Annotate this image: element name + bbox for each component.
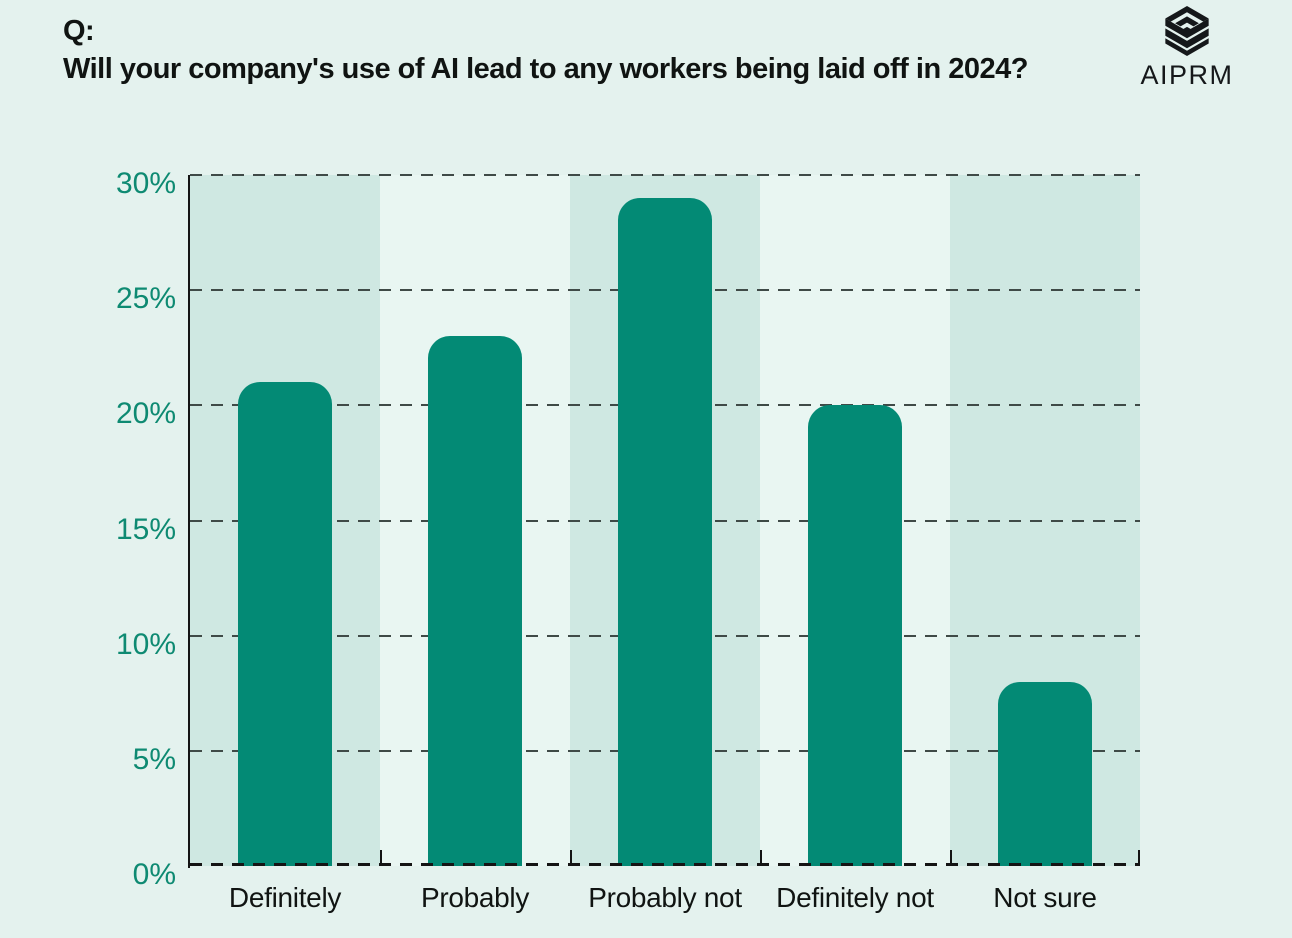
y-tick-label-5pct: 5% <box>132 742 176 776</box>
y-tick-label-10pct: 10% <box>115 627 176 661</box>
x-axis-boundary-tick-2 <box>570 850 572 866</box>
y-axis-line <box>188 175 190 868</box>
plot-area: 0% 5% 10% 15% 20% 25% 30% Definitely Probably Pro… <box>116 167 1140 913</box>
chart-title-block: Q: Will your company's use of AI lead to… <box>63 12 1028 88</box>
x-tick-label-definitely-not: Definitely not <box>776 882 934 913</box>
bar-probably <box>428 336 522 866</box>
y-tick-label-30pct: 30% <box>115 167 176 200</box>
x-axis-boundary-tick-5 <box>1138 850 1140 866</box>
x-axis-boundary-tick-1 <box>380 850 382 866</box>
brand-block: AIPRM <box>1112 6 1262 91</box>
x-axis-boundary-tick-4 <box>950 850 952 866</box>
y-tick-label-20pct: 20% <box>115 397 176 431</box>
aiprm-cube-logo-icon <box>1162 6 1212 56</box>
x-tick-label-probably-not: Probably not <box>588 882 742 913</box>
question-prefix: Q: <box>63 15 95 47</box>
x-tick-label-not-sure: Not sure <box>993 882 1097 913</box>
x-tick-label-definitely: Definitely <box>228 882 342 913</box>
y-tick-label-0pct: 0% <box>132 858 176 891</box>
bar-definitely <box>238 382 332 866</box>
question-title: Will your company's use of AI lead to an… <box>63 53 1028 85</box>
gridline-30pct <box>190 174 1140 176</box>
bar-not-sure <box>998 681 1092 866</box>
y-tick-label-25pct: 25% <box>115 282 176 316</box>
bar-probably-not <box>618 198 712 866</box>
x-axis-baseline <box>190 863 1140 866</box>
y-tick-label-15pct: 15% <box>115 512 176 546</box>
bar-definitely-not <box>808 405 902 866</box>
brand-name: AIPRM <box>1140 60 1234 90</box>
x-axis-boundary-tick-3 <box>760 850 762 866</box>
x-tick-label-probably: Probably <box>420 882 530 913</box>
